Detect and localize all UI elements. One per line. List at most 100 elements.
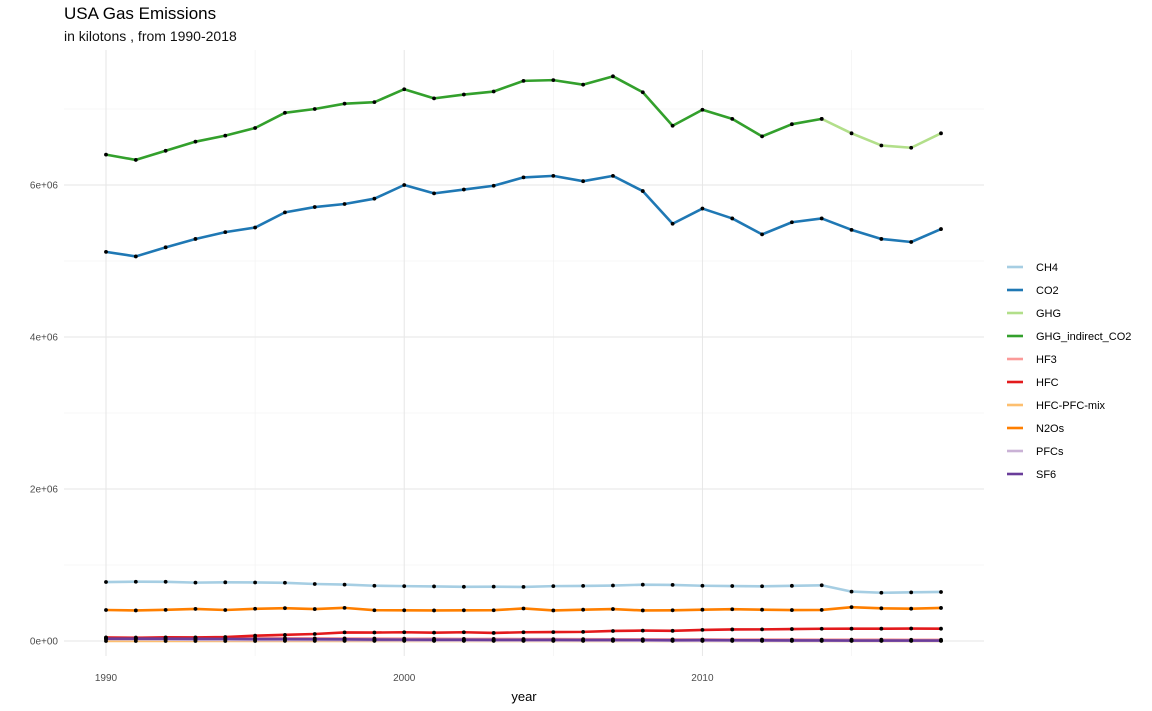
data-point xyxy=(819,638,824,643)
data-point xyxy=(700,107,705,112)
data-point xyxy=(879,638,884,643)
data-point xyxy=(223,230,228,235)
data-point xyxy=(909,145,914,150)
data-point xyxy=(789,122,794,127)
data-point xyxy=(253,225,258,230)
data-point xyxy=(879,590,884,595)
data-point xyxy=(789,220,794,225)
data-point xyxy=(521,637,526,642)
data-point xyxy=(163,607,168,612)
legend: CH4 CO2 GHG GHG_indirect_CO2 HF3 HFC HFC-PFC-m… xyxy=(1007,262,1131,481)
data-point xyxy=(402,87,407,92)
data-point xyxy=(133,158,138,162)
data-point xyxy=(163,148,168,153)
data-point xyxy=(551,608,556,613)
data-point xyxy=(342,582,347,587)
data-point xyxy=(193,237,198,241)
data-point xyxy=(461,608,466,613)
data-point xyxy=(104,152,108,157)
data-point xyxy=(849,605,854,610)
legend-label: GHG xyxy=(1036,308,1061,320)
legend-label: SF6 xyxy=(1036,469,1056,481)
data-point xyxy=(730,607,735,612)
data-point xyxy=(819,216,824,221)
data-point xyxy=(819,608,824,612)
data-point xyxy=(939,590,943,594)
data-point xyxy=(133,579,138,584)
data-point xyxy=(760,232,764,237)
data-point xyxy=(879,237,884,241)
data-point xyxy=(491,608,496,613)
data-point xyxy=(104,580,108,584)
data-point xyxy=(491,631,496,635)
data-point xyxy=(372,608,377,613)
data-point xyxy=(432,191,436,196)
data-point xyxy=(730,116,735,121)
data-point xyxy=(879,626,884,631)
data-point xyxy=(849,638,854,643)
data-point xyxy=(283,637,287,641)
data-point xyxy=(432,96,436,101)
data-point xyxy=(730,216,735,221)
data-point xyxy=(760,638,764,643)
data-point xyxy=(939,227,943,231)
series-line-GHG_indirect_CO2 xyxy=(104,75,824,162)
data-point xyxy=(193,580,198,585)
data-point xyxy=(432,630,436,635)
data-point xyxy=(521,606,526,611)
data-point xyxy=(253,126,258,130)
data-point xyxy=(402,183,407,187)
data-point xyxy=(581,607,586,612)
data-point xyxy=(611,638,615,642)
data-point xyxy=(461,630,466,635)
data-point xyxy=(402,637,407,642)
data-point xyxy=(640,90,645,95)
data-point xyxy=(789,638,794,643)
data-point xyxy=(372,630,377,635)
series-line-GHG xyxy=(820,117,943,150)
data-point xyxy=(849,589,854,594)
data-point xyxy=(789,583,794,588)
data-point xyxy=(551,637,556,642)
data-point xyxy=(461,92,466,97)
data-point xyxy=(402,584,407,589)
data-point xyxy=(163,245,168,250)
legend-label: HF3 xyxy=(1036,354,1057,366)
data-point xyxy=(283,606,287,611)
data-point xyxy=(760,584,764,589)
data-point xyxy=(432,584,436,589)
data-point xyxy=(939,131,943,136)
data-point xyxy=(521,584,526,589)
x-tick-label: 1990 xyxy=(95,673,118,684)
data-point xyxy=(342,101,347,106)
data-point xyxy=(640,608,645,613)
y-tick-label: 0e+00 xyxy=(30,637,59,648)
data-point xyxy=(849,227,854,232)
series-line-CO2 xyxy=(104,174,943,258)
data-point xyxy=(909,590,914,595)
data-point xyxy=(491,89,496,94)
data-point xyxy=(312,205,317,209)
data-point xyxy=(581,629,586,634)
y-tick-label: 2e+06 xyxy=(30,485,59,496)
data-point xyxy=(372,637,377,642)
data-point xyxy=(640,189,645,193)
data-point xyxy=(491,584,496,589)
data-point xyxy=(342,605,347,610)
data-point xyxy=(700,206,705,211)
data-point xyxy=(253,580,258,585)
series-lines xyxy=(104,75,943,643)
data-point xyxy=(700,638,705,642)
data-point xyxy=(372,583,377,588)
data-point xyxy=(432,608,436,613)
data-point xyxy=(581,179,586,184)
data-point xyxy=(193,636,198,641)
data-point xyxy=(223,580,228,585)
data-point xyxy=(283,110,287,115)
data-point xyxy=(432,637,436,642)
data-point xyxy=(283,210,287,215)
data-point xyxy=(253,606,258,611)
data-point xyxy=(312,607,317,611)
data-point xyxy=(700,628,705,632)
